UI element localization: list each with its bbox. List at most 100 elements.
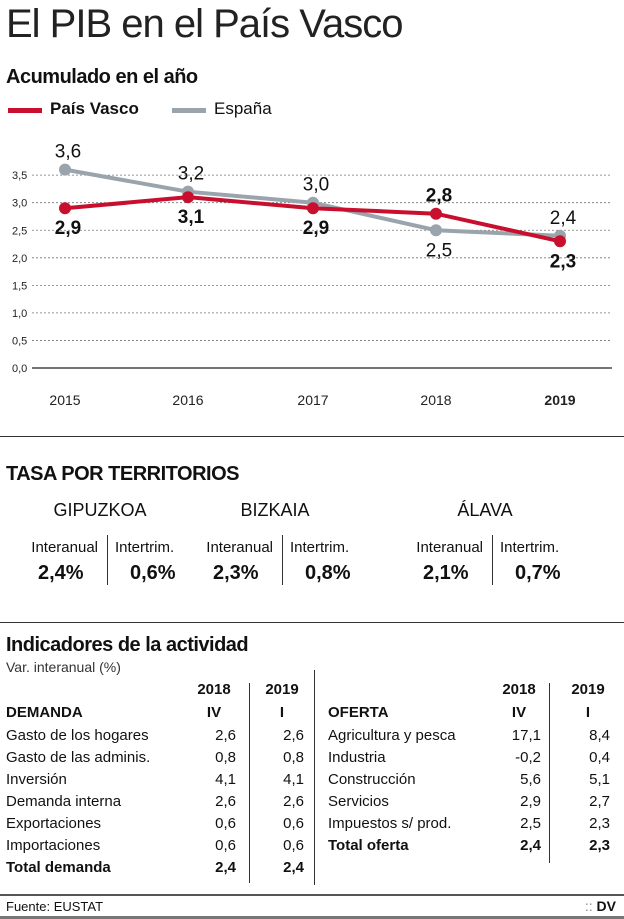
value-2019: 0,8 — [283, 749, 304, 766]
value-2018: 2,9 — [520, 793, 541, 810]
y-tick-label: 2,5 — [12, 225, 27, 237]
data-label: 3,2 — [178, 164, 204, 185]
value-2019: 0,4 — [589, 749, 610, 766]
interanual-value: 2,1% — [423, 562, 469, 584]
divider — [107, 535, 108, 585]
divider — [249, 683, 250, 883]
value-2018: 17,1 — [511, 727, 541, 744]
intertrim-label: Intertrim. — [115, 539, 175, 556]
region-name: BIZKAIA — [240, 500, 310, 520]
chart-title: Acumulado en el año — [6, 66, 198, 88]
data-point — [554, 235, 566, 248]
x-tick-label: 2018 — [420, 392, 451, 408]
col-quarter: I — [585, 704, 591, 721]
data-point — [182, 191, 194, 204]
row-label: Construcción — [328, 771, 416, 788]
data-point — [59, 163, 71, 176]
intertrim-value: 0,7% — [515, 562, 561, 584]
y-tick-label: 3,5 — [12, 170, 27, 182]
legend-label-espana: España — [214, 99, 272, 118]
row-label: Total demanda — [6, 859, 111, 876]
value-2018: 0,6 — [215, 815, 236, 832]
value-2018: 4,1 — [215, 771, 236, 788]
data-point — [307, 202, 319, 215]
y-tick-label: 3,0 — [12, 198, 27, 210]
y-tick-label: 1,5 — [12, 280, 27, 292]
col-year: 2018 — [197, 681, 231, 698]
value-2018: 2,6 — [215, 793, 236, 810]
data-label: 3,0 — [303, 175, 329, 196]
demanda-header: DEMANDA — [6, 704, 83, 721]
data-label: 3,1 — [178, 207, 205, 228]
row-label: Inversión — [6, 771, 67, 788]
interanual-label: Interanual — [416, 539, 483, 556]
data-label: 2,4 — [550, 208, 577, 229]
data-label: 2,3 — [550, 251, 576, 272]
page-title: El PIB en el País Vasco — [6, 2, 403, 46]
data-point — [430, 224, 442, 237]
col-year: 2019 — [265, 681, 299, 698]
x-tick-label: 2017 — [297, 392, 328, 408]
interanual-label: Interanual — [206, 539, 273, 556]
indicadores-title: Indicadores de la actividad — [6, 634, 249, 656]
value-2019: 4,1 — [283, 771, 304, 788]
y-tick-label: 1,0 — [12, 308, 27, 320]
col-quarter: IV — [206, 704, 222, 721]
indicadores-subtitle: Var. interanual (%) — [6, 659, 121, 675]
value-2019: 2,6 — [283, 727, 304, 744]
x-tick-label: 2019 — [544, 392, 575, 408]
y-tick-label: 0,5 — [12, 335, 27, 347]
source-note: Fuente: EUSTAT — [6, 899, 104, 914]
data-label: 3,6 — [55, 142, 81, 163]
divider — [0, 894, 624, 896]
legend-swatch-espana — [172, 108, 206, 113]
row-label: Impuestos s/ prod. — [328, 815, 452, 832]
value-2019: 0,6 — [283, 815, 304, 832]
row-label: Gasto de las adminis. — [6, 749, 151, 766]
col-quarter: I — [279, 704, 285, 721]
col-year: 2018 — [502, 681, 536, 698]
interanual-value: 2,3% — [213, 562, 259, 584]
value-2019: 2,7 — [589, 793, 610, 810]
value-2019: 8,4 — [589, 727, 610, 744]
y-tick-label: 0,0 — [12, 363, 27, 375]
value-2019: 2,6 — [283, 793, 304, 810]
legend-swatch-pais-vasco — [8, 108, 42, 113]
value-2019: 0,6 — [283, 837, 304, 854]
region-name: GIPUZKOA — [53, 500, 147, 520]
divider — [492, 535, 493, 585]
y-tick-label: 2,0 — [12, 253, 27, 265]
interanual-label: Interanual — [31, 539, 98, 556]
data-point — [59, 202, 71, 215]
data-label: 2,5 — [426, 240, 452, 261]
value-2019: 2,3 — [589, 837, 610, 854]
intertrim-label: Intertrim. — [290, 539, 350, 556]
divider — [314, 670, 315, 885]
data-label: 2,9 — [55, 218, 81, 239]
intertrim-value: 0,6% — [130, 562, 176, 584]
value-2018: 0,6 — [215, 837, 236, 854]
row-label: Total oferta — [328, 837, 409, 854]
oferta-header: OFERTA — [328, 704, 389, 721]
divider — [282, 535, 283, 585]
line-chart: 0,0 0,5 1,0 1,5 2,0 2,5 3,0 3,5 2015 2016 2017 2018… — [12, 142, 612, 408]
row-label: Agricultura y pesca — [328, 727, 456, 744]
region-name: ÁLAVA — [457, 500, 513, 520]
value-2018: 0,8 — [215, 749, 236, 766]
intertrim-label: Intertrim. — [500, 539, 560, 556]
row-label: Gasto de los hogares — [6, 727, 149, 744]
col-quarter: IV — [511, 704, 527, 721]
divider — [549, 683, 550, 863]
data-label: 2,9 — [303, 218, 329, 239]
value-2018: 2,4 — [215, 859, 236, 876]
row-label: Demanda interna — [6, 793, 122, 810]
value-2018: 2,4 — [520, 837, 541, 854]
value-2019: 2,3 — [589, 815, 610, 832]
value-2019: 5,1 — [589, 771, 610, 788]
divider — [0, 436, 624, 437]
row-label: Importaciones — [6, 837, 101, 854]
value-2018: 2,6 — [215, 727, 236, 744]
row-label: Servicios — [328, 793, 389, 810]
tasa-title: TASA POR TERRITORIOS — [6, 463, 239, 485]
legend-label-pais-vasco: País Vasco — [50, 99, 139, 118]
